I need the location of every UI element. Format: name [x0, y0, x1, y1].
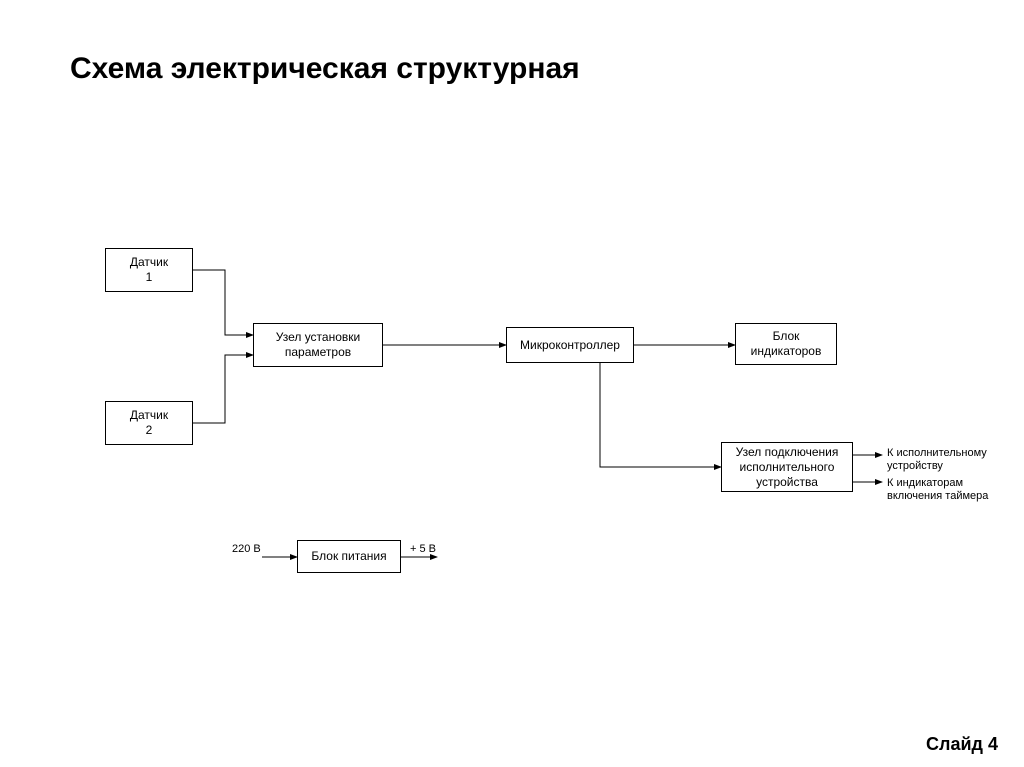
- edge-sensor1-param_unit: [193, 270, 253, 335]
- edge-mcu-exec_unit: [600, 363, 721, 467]
- node-psu: Блок питания: [297, 540, 401, 573]
- block-diagram: Датчик1 Датчик2 Узел установкипараметров Ми…: [0, 0, 1024, 767]
- label-lbl_exec: К исполнительному устройству: [887, 447, 987, 473]
- node-sensor2: Датчик2: [105, 401, 193, 445]
- diagram-connectors: [0, 0, 1024, 767]
- label-lbl_5v: + 5 В: [410, 543, 436, 556]
- label-lbl_timer: К индикаторам включения таймера: [887, 477, 988, 503]
- label-lbl_220v: 220 В: [232, 543, 261, 556]
- node-indicators: Блокиндикаторов: [735, 323, 837, 365]
- node-sensor1: Датчик1: [105, 248, 193, 292]
- edge-sensor2-param_unit: [193, 355, 253, 423]
- node-param_unit: Узел установкипараметров: [253, 323, 383, 367]
- node-mcu: Микроконтроллер: [506, 327, 634, 363]
- node-exec_unit: Узел подключенияисполнительногоустройств…: [721, 442, 853, 492]
- slide-number: Слайд 4: [926, 734, 998, 755]
